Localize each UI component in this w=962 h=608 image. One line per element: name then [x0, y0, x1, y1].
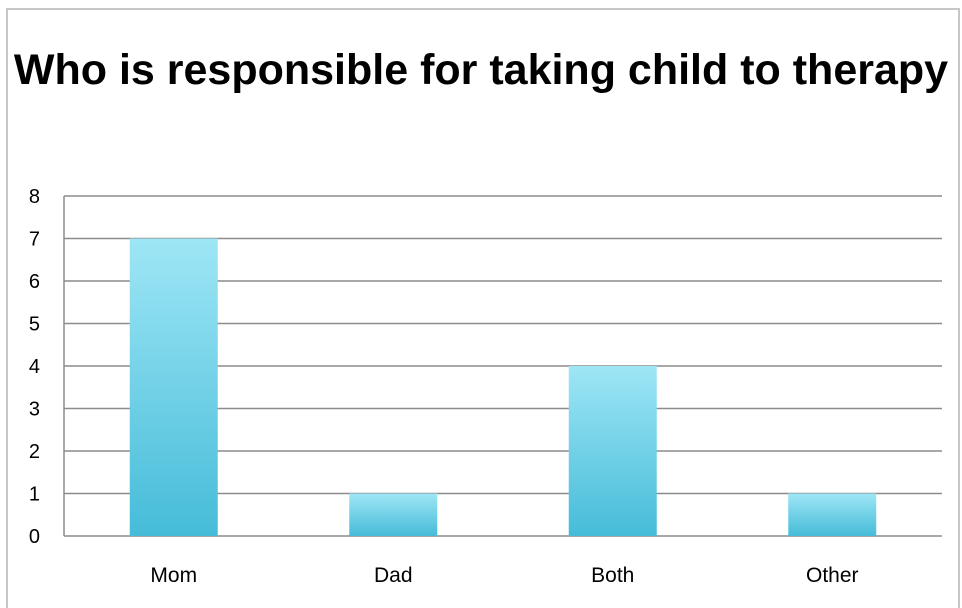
x-category-label: Both	[591, 564, 634, 587]
bar-dad	[349, 493, 438, 536]
bars	[129, 238, 877, 536]
y-tick-label: 2	[29, 441, 40, 463]
y-tick-label: 7	[29, 229, 40, 251]
x-category-label: Mom	[150, 564, 197, 587]
y-tick-label: 0	[29, 526, 40, 548]
x-category-label: Other	[806, 564, 859, 587]
bar-both	[568, 366, 657, 536]
y-tick-label: 8	[29, 186, 40, 208]
y-tick-label: 4	[29, 356, 40, 378]
y-tick-label: 1	[29, 484, 40, 506]
x-category-label: Dad	[374, 564, 413, 587]
x-axis-labels: Mom Dad Both Other	[150, 564, 858, 587]
y-tick-label: 3	[29, 399, 40, 421]
bar-other	[788, 493, 877, 536]
chart-title: Who is responsible for taking child to t…	[13, 46, 949, 94]
bar-mom	[129, 238, 218, 536]
y-tick-label: 5	[29, 314, 40, 336]
y-tick-label: 6	[29, 271, 40, 293]
y-axis-ticks: 0 1 2 3 4 5 6 7 8	[29, 186, 40, 548]
